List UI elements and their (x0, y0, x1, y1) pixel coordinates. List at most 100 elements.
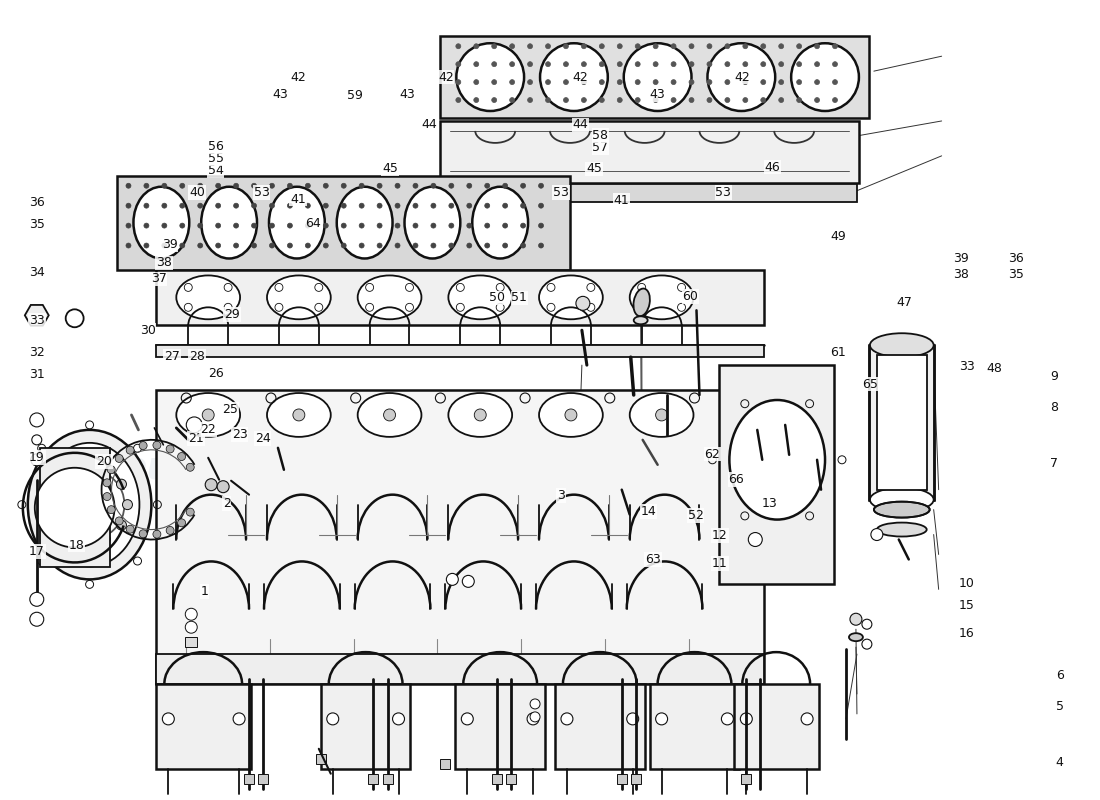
Circle shape (546, 62, 550, 66)
Circle shape (635, 98, 640, 102)
Circle shape (233, 223, 239, 228)
Circle shape (30, 612, 44, 626)
Circle shape (100, 466, 110, 475)
Circle shape (233, 183, 239, 188)
Circle shape (122, 500, 132, 510)
Circle shape (306, 183, 310, 188)
Circle shape (252, 243, 256, 248)
Circle shape (635, 44, 640, 49)
Circle shape (162, 183, 167, 188)
Circle shape (530, 712, 540, 722)
Circle shape (323, 203, 328, 208)
Text: 44: 44 (573, 118, 588, 131)
Text: 43: 43 (399, 88, 416, 101)
Circle shape (412, 243, 418, 248)
Circle shape (293, 409, 305, 421)
Circle shape (635, 80, 640, 85)
Text: 10: 10 (958, 577, 975, 590)
Circle shape (833, 62, 837, 66)
Circle shape (144, 243, 148, 248)
Circle shape (431, 243, 436, 248)
Circle shape (395, 183, 400, 188)
Circle shape (270, 223, 275, 228)
Text: 15: 15 (958, 599, 975, 612)
Circle shape (617, 44, 623, 49)
Text: 55: 55 (208, 152, 223, 165)
Text: 50: 50 (490, 291, 505, 305)
Text: 42: 42 (573, 70, 588, 84)
Circle shape (761, 44, 766, 49)
Circle shape (474, 80, 478, 85)
Text: 14: 14 (641, 505, 657, 518)
Circle shape (796, 80, 802, 85)
Ellipse shape (176, 275, 240, 319)
Circle shape (66, 310, 84, 327)
Circle shape (600, 62, 604, 66)
Circle shape (742, 44, 748, 49)
Text: 11: 11 (712, 557, 728, 570)
Circle shape (377, 183, 382, 188)
Circle shape (198, 223, 202, 228)
Ellipse shape (634, 289, 650, 316)
Circle shape (671, 44, 676, 49)
Text: 57: 57 (593, 141, 608, 154)
Circle shape (474, 98, 478, 102)
Bar (455, 684, 544, 769)
Circle shape (140, 530, 147, 538)
Circle shape (617, 80, 623, 85)
Circle shape (462, 575, 474, 587)
Circle shape (108, 506, 115, 514)
Ellipse shape (707, 43, 776, 111)
Circle shape (600, 44, 604, 49)
Circle shape (360, 223, 364, 228)
Circle shape (530, 699, 540, 709)
Circle shape (617, 98, 623, 102)
Circle shape (162, 223, 167, 228)
Circle shape (862, 619, 872, 630)
Bar (440, 36, 869, 118)
Bar (156, 345, 764, 357)
Circle shape (185, 608, 197, 620)
Circle shape (341, 223, 346, 228)
Bar (383, 774, 393, 784)
Circle shape (833, 44, 837, 49)
Ellipse shape (539, 275, 603, 319)
Circle shape (492, 62, 497, 66)
Text: 21: 21 (188, 432, 204, 445)
Bar (440, 121, 859, 182)
Text: 37: 37 (151, 272, 166, 286)
Circle shape (520, 203, 526, 208)
Ellipse shape (270, 186, 324, 258)
Circle shape (455, 80, 461, 85)
Ellipse shape (870, 334, 934, 357)
Text: eurospares: eurospares (120, 449, 366, 486)
Ellipse shape (877, 522, 926, 537)
Text: 23: 23 (232, 428, 248, 441)
Circle shape (179, 243, 185, 248)
Text: 62: 62 (704, 448, 720, 461)
Text: 38: 38 (953, 268, 969, 282)
Circle shape (563, 98, 569, 102)
Circle shape (656, 713, 668, 725)
Circle shape (871, 529, 883, 541)
Circle shape (748, 533, 762, 546)
Circle shape (617, 62, 623, 66)
Circle shape (140, 442, 147, 450)
Text: 2: 2 (222, 497, 231, 510)
Text: 33: 33 (959, 360, 975, 373)
Circle shape (306, 223, 310, 228)
Circle shape (395, 223, 400, 228)
Text: 45: 45 (586, 162, 602, 175)
Circle shape (327, 713, 339, 725)
Bar (316, 754, 326, 764)
Circle shape (186, 417, 202, 433)
Circle shape (377, 203, 382, 208)
Circle shape (528, 98, 532, 102)
Bar (40, 448, 110, 567)
Circle shape (600, 80, 604, 85)
Text: 60: 60 (682, 290, 698, 303)
Bar (156, 390, 764, 684)
Ellipse shape (133, 186, 189, 258)
Circle shape (689, 98, 694, 102)
Circle shape (166, 526, 174, 534)
